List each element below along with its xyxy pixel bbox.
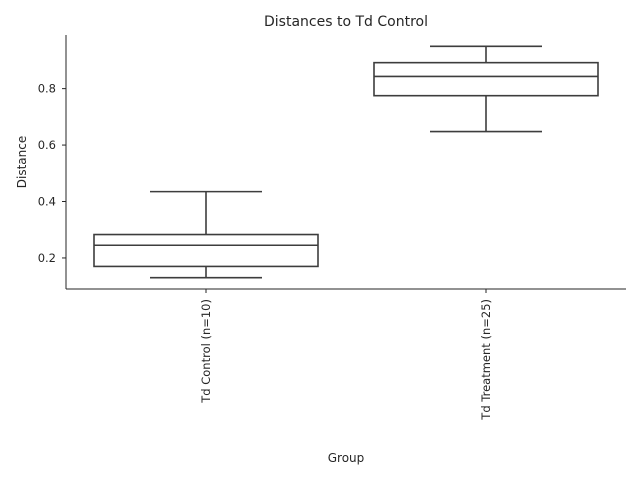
y-axis-label: Distance [15, 136, 29, 188]
plot-area [93, 45, 599, 279]
x-tick-label: Td Treatment (n=25) [479, 299, 493, 421]
y-tick-label: 0.4 [38, 195, 56, 209]
y-axis-ticks: 0.2 0.4 0.6 0.8 [38, 82, 66, 265]
iqr-box [373, 61, 599, 97]
x-axis-ticks: Td Control (n=10) Td Treatment (n=25) [199, 289, 493, 421]
iqr-box [93, 233, 319, 268]
y-tick-label: 0.6 [38, 138, 56, 152]
chart-title: Distances to Td Control [264, 14, 428, 30]
box-group [373, 45, 599, 133]
x-axis-label: Group [328, 451, 365, 465]
y-tick-label: 0.8 [38, 82, 56, 96]
box-group [93, 190, 319, 279]
y-tick-label: 0.2 [38, 251, 56, 265]
x-tick-label: Td Control (n=10) [199, 299, 213, 404]
